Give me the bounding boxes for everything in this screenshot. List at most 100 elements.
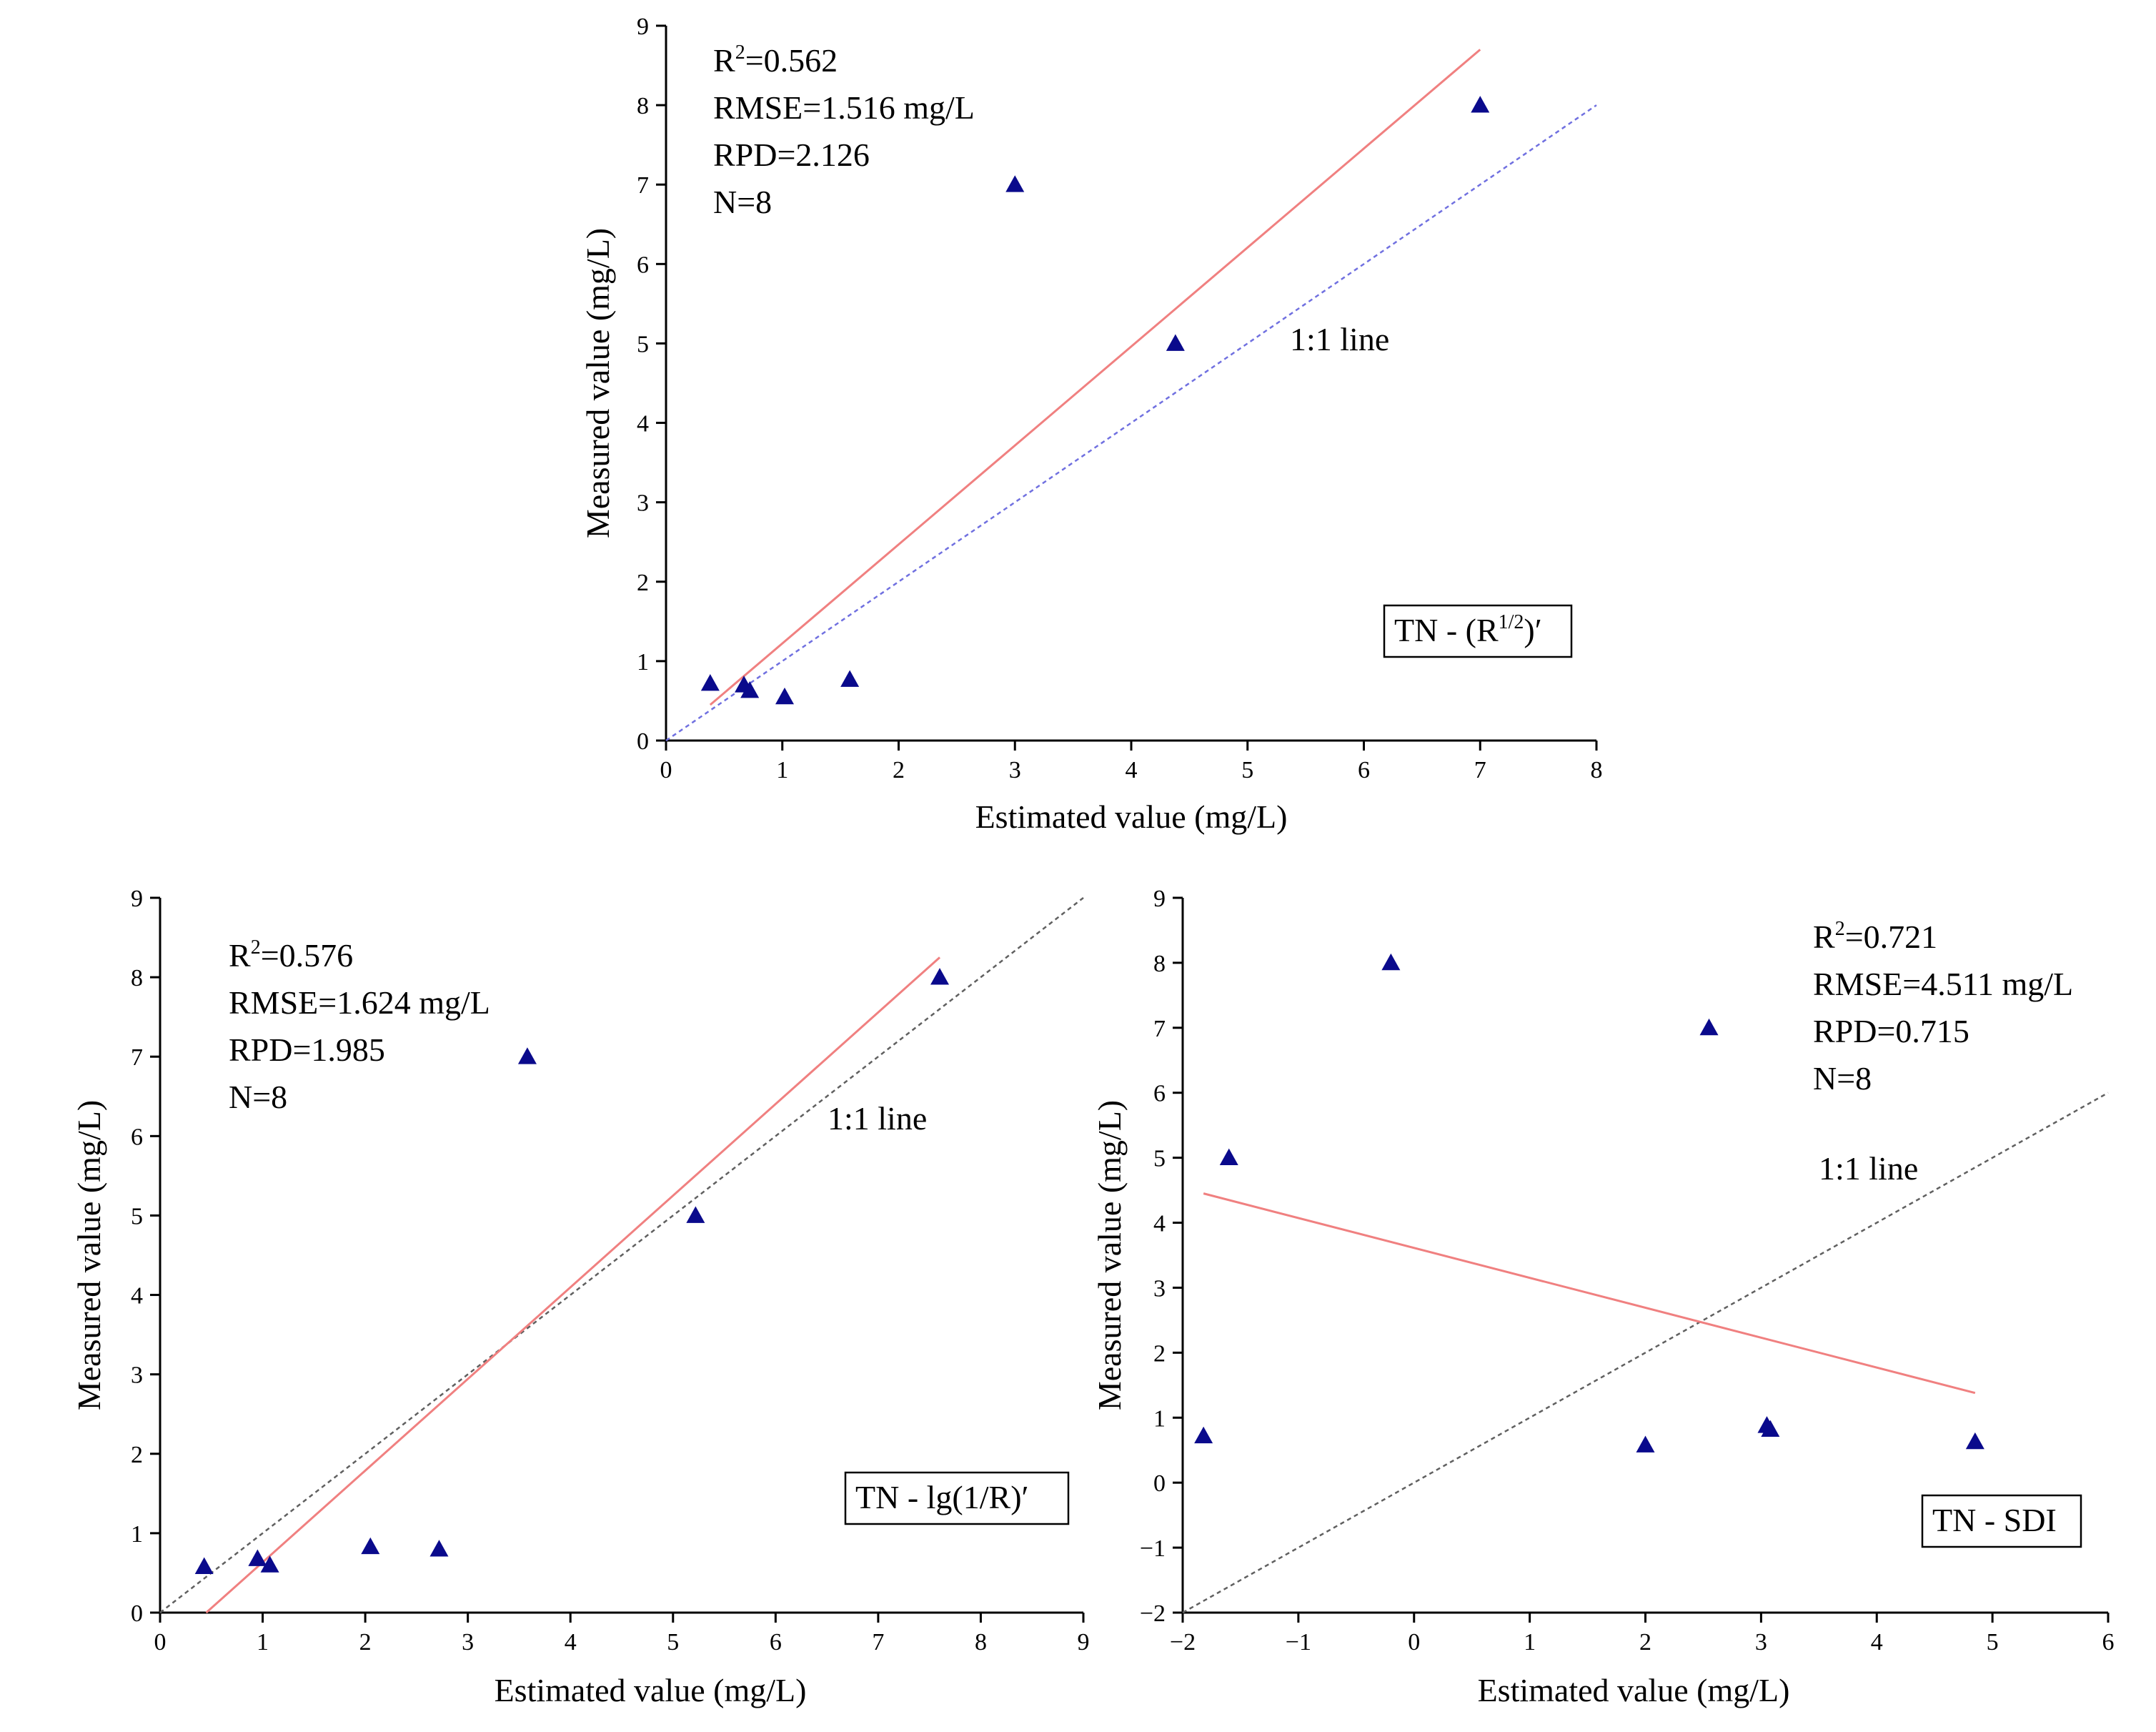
stat-rpd: RPD=0.715: [1813, 1013, 1969, 1049]
one-to-one-label: 1:1 line: [828, 1100, 927, 1137]
stat-n: N=8: [713, 184, 772, 220]
y-tick-label: 4: [1153, 1211, 1166, 1237]
model-label-box: TN - (R1/2)′: [1383, 604, 1573, 658]
model-label: TN - SDI: [1932, 1502, 2057, 1538]
y-tick-label: 0: [637, 728, 649, 755]
y-tick-label: −1: [1140, 1535, 1166, 1562]
y-tick-label: 3: [1153, 1275, 1166, 1302]
stat-r2: R2=0.576: [229, 936, 353, 974]
one-to-one-line: [159, 897, 1084, 1613]
data-point: [1471, 96, 1490, 113]
y-tick-label: 5: [1153, 1146, 1166, 1172]
x-tick-label: 4: [565, 1629, 577, 1656]
x-axis-title: Estimated value (mg/L): [975, 798, 1288, 835]
x-tick-label: 5: [1987, 1629, 1999, 1656]
x-tick-label: 7: [872, 1629, 884, 1656]
fit-line: [205, 956, 941, 1614]
stats-block: R2=0.721 RMSE=4.511 mg/L RPD=0.715 N=8: [1813, 918, 2073, 1097]
data-point: [775, 687, 795, 705]
x-tick-label: 6: [1358, 757, 1370, 783]
y-tick-label: 0: [131, 1600, 143, 1627]
data-point: [517, 1047, 537, 1064]
data-point: [194, 1557, 214, 1574]
stat-n: N=8: [229, 1079, 287, 1115]
y-tick-label: 3: [637, 490, 649, 517]
one-to-one-line: [1182, 1092, 2109, 1614]
model-label-frame: [844, 1471, 1070, 1525]
fit-line: [709, 49, 1481, 706]
y-tick-label: 8: [131, 965, 143, 991]
model-label: TN - lg(1/R)′: [855, 1479, 1029, 1515]
x-tick-label: 3: [1755, 1629, 1767, 1656]
data-point: [260, 1555, 279, 1573]
x-tick-label: 5: [667, 1629, 679, 1656]
data-point: [429, 1540, 449, 1557]
y-tick-label: 3: [131, 1362, 143, 1389]
data-point: [1219, 1148, 1238, 1166]
panel-bottom-right-chart: −2 −1 0 1 2 3 4 5 6 −2 −1 0 1 2 3 4 5 6 7 8 9 Estimated valu…: [1091, 886, 2115, 1708]
x-axis-title: Estimated value (mg/L): [1478, 1672, 1790, 1708]
y-tick-label: 6: [1153, 1081, 1166, 1107]
model-label-frame: [1921, 1494, 2082, 1548]
x-tick-label: 0: [1408, 1629, 1420, 1656]
x-tick-label: 2: [1639, 1629, 1651, 1656]
x-tick-label: 1: [1524, 1629, 1536, 1656]
x-tick-label: 0: [154, 1629, 167, 1656]
y-tick-label: 7: [131, 1044, 143, 1071]
y-tick-label: −2: [1140, 1600, 1166, 1627]
y-tick-label: 1: [131, 1521, 143, 1548]
y-tick-label: 4: [637, 411, 649, 437]
y-tick-label: 2: [131, 1442, 143, 1468]
x-tick-label: 1: [257, 1629, 269, 1656]
y-axis-title: Measured value (mg/L): [580, 228, 616, 538]
x-tick-label: −2: [1170, 1629, 1196, 1656]
y-tick-label: 6: [131, 1124, 143, 1150]
stats-block: R2=0.562 RMSE=1.516 mg/L RPD=2.126 N=8: [713, 41, 975, 220]
stat-rpd: RPD=2.126: [713, 137, 870, 173]
x-tick-label: 6: [2102, 1629, 2115, 1656]
x-tick-label: 5: [1241, 757, 1253, 783]
data-point: [1761, 1420, 1780, 1437]
x-tick-label: 3: [462, 1629, 474, 1656]
x-tick-label: 0: [660, 757, 672, 783]
y-tick-label: 0: [1153, 1470, 1166, 1497]
x-tick-label: 3: [1009, 757, 1021, 783]
panel-top-chart: 0 1 2 3 4 5 6 7 8 0 1 2 3 4 5 6 7 8 9 Estimated value (mg/…: [580, 14, 1603, 835]
data-point: [1166, 334, 1185, 351]
data-point: [1005, 175, 1025, 192]
stats-block: R2=0.576 RMSE=1.624 mg/L RPD=1.985 N=8: [229, 936, 490, 1115]
stat-n: N=8: [1813, 1060, 1872, 1097]
model-label-frame: [1383, 604, 1573, 658]
one-to-one-label: 1:1 line: [1819, 1150, 1918, 1187]
stat-rmse: RMSE=4.511 mg/L: [1813, 966, 2073, 1002]
data-point: [248, 1549, 267, 1566]
data-point: [840, 670, 860, 687]
y-tick-label: 8: [637, 93, 649, 119]
x-tick-label: 6: [770, 1629, 782, 1656]
data-point: [1194, 1426, 1213, 1444]
data-point: [361, 1537, 380, 1555]
y-tick-label: 7: [637, 172, 649, 199]
y-tick-label: 7: [1153, 1016, 1166, 1042]
data-point: [1636, 1435, 1655, 1453]
y-tick-label: 2: [1153, 1340, 1166, 1367]
y-tick-label: 2: [637, 570, 649, 596]
one-to-one-label: 1:1 line: [1290, 321, 1389, 357]
data-point: [1381, 953, 1401, 971]
y-tick-label: 1: [637, 649, 649, 676]
x-tick-label: 2: [359, 1629, 372, 1656]
y-tick-label: 9: [131, 886, 143, 912]
y-tick-label: 6: [637, 252, 649, 278]
y-axis-title: Measured value (mg/L): [1091, 1100, 1128, 1410]
x-tick-label: 4: [1126, 757, 1138, 783]
y-tick-label: 4: [131, 1283, 143, 1310]
x-tick-label: 8: [975, 1629, 987, 1656]
y-tick-label: 8: [1153, 951, 1166, 977]
y-tick-label: 9: [1153, 886, 1166, 912]
model-label-box: TN - SDI: [1921, 1494, 2082, 1548]
x-axis-title: Estimated value (mg/L): [495, 1672, 807, 1708]
y-tick-label: 5: [131, 1203, 143, 1229]
stat-rmse: RMSE=1.516 mg/L: [713, 89, 975, 126]
y-axis-title: Measured value (mg/L): [71, 1100, 107, 1410]
